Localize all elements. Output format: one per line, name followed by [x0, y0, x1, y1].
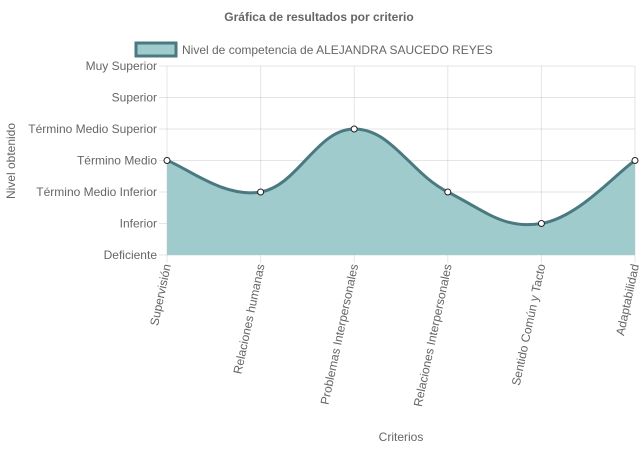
legend-swatch — [134, 41, 178, 58]
y-tick-label: Término Medio Superior — [28, 122, 157, 136]
data-point[interactable] — [350, 125, 358, 133]
x-tick-label: Sentido Común y Tacto — [509, 262, 549, 386]
data-point[interactable] — [444, 188, 452, 196]
y-tick-label: Deficiente — [104, 248, 158, 262]
data-point[interactable] — [537, 220, 545, 227]
data-point[interactable] — [631, 157, 639, 164]
legend[interactable]: Nivel de competencia de ALEJANDRA SAUCED… — [134, 41, 493, 58]
y-axis-ticks: Deficiente Inferior Término Medio Inferior… — [28, 59, 157, 262]
x-axis-ticks: Supervisión Relaciones humanas Problemas I… — [147, 262, 639, 407]
y-tick-label: Término Medio — [77, 154, 157, 168]
data-point[interactable] — [163, 157, 171, 164]
x-tick-label: Supervisión — [147, 263, 174, 327]
x-tick-label: Relaciones Interpersonales — [411, 263, 455, 408]
series-fill — [167, 129, 635, 255]
chart-title: Gráfica de resultados por criterio — [224, 10, 413, 24]
y-axis-label: Nivel obtenido — [4, 123, 18, 199]
legend-label: Nivel de competencia de ALEJANDRA SAUCED… — [182, 43, 493, 57]
y-tick-label: Muy Superior — [86, 59, 157, 73]
x-axis-label: Criterios — [379, 430, 424, 444]
y-tick-label: Término Medio Inferior — [36, 185, 157, 199]
x-tick-label: Adaptabilidad — [613, 263, 639, 337]
data-point[interactable] — [257, 188, 265, 196]
series-line — [166, 127, 636, 227]
y-tick-label: Superior — [112, 91, 157, 105]
x-tick-label: Problemas Interpersonales — [318, 263, 362, 406]
data-points — [163, 125, 639, 227]
series-area — [166, 127, 636, 255]
y-tick-label: Inferior — [120, 217, 157, 231]
x-tick-label: Relaciones humanas — [231, 263, 268, 376]
